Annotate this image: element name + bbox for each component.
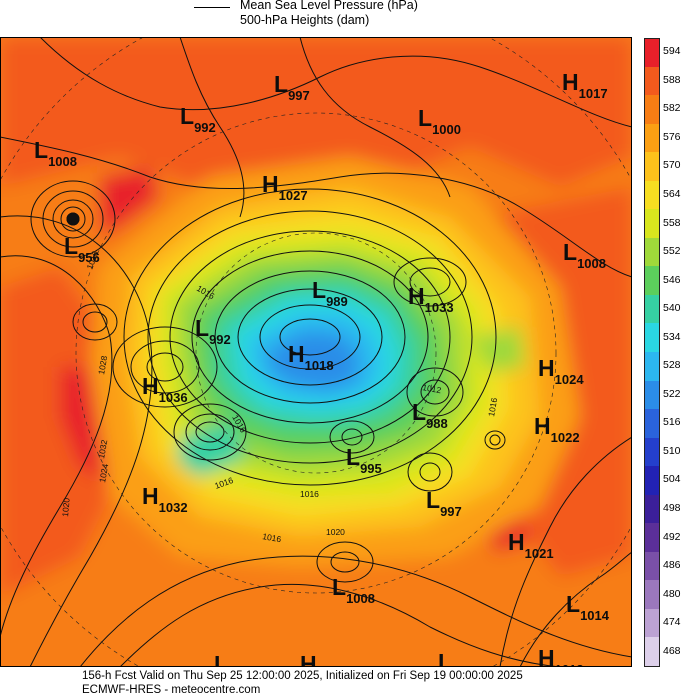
pressure-center-low: L989: [312, 277, 348, 309]
colorbar-swatch: [644, 38, 660, 69]
pressure-center-high: H1021: [508, 529, 554, 561]
colorbar-swatch: [644, 551, 660, 582]
pressure-center-low: L1008: [563, 239, 606, 271]
legend: Mean Sea Level Pressure (hPa) 500-hPa He…: [190, 0, 490, 34]
pressure-center-low: L1008: [332, 574, 375, 606]
colorbar-level-label: 552: [663, 245, 681, 258]
pressure-center-high: H1017: [562, 69, 608, 101]
colorbar-level-label: 498: [663, 502, 681, 514]
colorbar-level-label: 480: [663, 587, 681, 600]
isobar-label: 1012: [422, 382, 443, 395]
isobar-legend-line: [194, 7, 230, 8]
colorbar-level-label: 570: [663, 159, 681, 172]
colorbar-level-label: 510: [663, 444, 681, 457]
colorbar-level-label: 522: [663, 387, 681, 400]
colorbar-swatch: [644, 637, 660, 667]
colorbar-level-label: 468: [663, 644, 681, 657]
isobar-label: 1016: [262, 531, 283, 544]
isobar-label: 1028: [96, 355, 109, 376]
colorbar-swatch: [644, 608, 660, 639]
colorbar-swatch: [644, 437, 660, 468]
pressure-center-high: H1027: [262, 171, 308, 203]
pressure-center-high: H1018: [538, 645, 584, 667]
pressure-center-low: L1000: [214, 651, 257, 667]
pressure-center-low: L988: [412, 399, 448, 431]
pressure-center-low: L995: [346, 444, 382, 476]
colorbar-swatch: [644, 123, 660, 154]
pressure-center-low: L1014: [566, 591, 610, 623]
colorbar-level-label: 504: [663, 473, 681, 486]
colorbar-swatch: [644, 580, 660, 610]
isobar-label: 1020: [326, 527, 345, 537]
isobar-label: 1024: [97, 463, 110, 484]
pressure-center-high: H1032: [142, 483, 188, 515]
colorbar-level-label: 588: [663, 73, 681, 86]
isobar-label: 1020: [60, 497, 72, 517]
colorbar-level-label: 576: [663, 130, 681, 143]
colorbar-level-label: 528: [663, 359, 681, 372]
colorbar-swatch: [644, 209, 660, 239]
colorbar-swatch: [644, 323, 660, 353]
colorbar-swatch: [644, 95, 660, 125]
pressure-center-low: L992: [195, 315, 231, 347]
colorbar-swatch: [644, 494, 660, 525]
pressure-center-high: H1018: [288, 341, 334, 373]
colorbar-swatch: [644, 380, 660, 411]
pressure-center-low: L997: [426, 487, 462, 519]
colorbar-level-label: 564: [663, 188, 681, 200]
colorbar-level-label: 534: [663, 330, 681, 343]
isobar-label: 1032: [96, 439, 109, 460]
pressure-center-high: H1022: [534, 413, 580, 445]
colorbar-swatch: [644, 180, 660, 211]
footer: 156-h Fcst Valid on Thu Sep 25 12:00:00 …: [0, 668, 681, 700]
pressure-center-high: H1033: [408, 283, 454, 315]
colorbar-swatch: [644, 409, 660, 439]
map-svg: L997 H1017 L992 L1000 L1008 H1027 L956 L1008 L98…: [0, 37, 632, 667]
colorbar-swatch: [644, 237, 660, 268]
pressure-center-low: L1000: [418, 105, 461, 137]
colorbar-level-label: 474: [663, 616, 681, 629]
colorbar-level-label: 558: [663, 216, 681, 229]
pressure-center-low: L992: [180, 103, 216, 135]
isobar-label: 1016: [300, 489, 319, 499]
isobar-label: 1016: [486, 397, 499, 418]
legend-heights-label: 500-hPa Heights (dam): [240, 13, 370, 27]
colorbar-swatch: [644, 294, 660, 325]
colorbar-level-label: 486: [663, 559, 681, 572]
pressure-center-high: H1036: [142, 373, 188, 405]
colorbar-level-label: 594: [663, 45, 681, 58]
colorbar-level-label: 582: [663, 102, 681, 115]
forecast-map: L997 H1017 L992 L1000 L1008 H1027 L956 L1008 L98…: [0, 37, 632, 667]
pressure-center-high: H1023: [300, 651, 346, 667]
colorbar-level-label: 546: [663, 273, 681, 286]
pressure-center-high: H1024: [538, 355, 584, 387]
colorbar-level-label: 492: [663, 530, 681, 543]
colorbar-level-label: 540: [663, 302, 681, 315]
colorbar: 594 588 582 576 570 564 558 552 546 540 534 528 522 5…: [644, 38, 681, 667]
colorbar-swatch: [644, 66, 660, 97]
colorbar-swatch: [644, 466, 660, 496]
colorbar-level-label: 516: [663, 416, 681, 429]
forecast-valid-text: 156-h Fcst Valid on Thu Sep 25 12:00:00 …: [82, 670, 523, 682]
colorbar-swatch: [644, 523, 660, 553]
pressure-center-low: L997: [274, 71, 310, 103]
legend-mslp-label: Mean Sea Level Pressure (hPa): [240, 0, 418, 12]
pressure-center-low: L956: [64, 233, 100, 265]
pressure-center-low: L1008: [34, 137, 77, 169]
colorbar-swatch: [644, 266, 660, 296]
model-source-text: ECMWF-HRES - meteocentre.com: [82, 684, 261, 696]
colorbar-swatch: [644, 352, 660, 382]
colorbar-swatch: [644, 152, 660, 182]
